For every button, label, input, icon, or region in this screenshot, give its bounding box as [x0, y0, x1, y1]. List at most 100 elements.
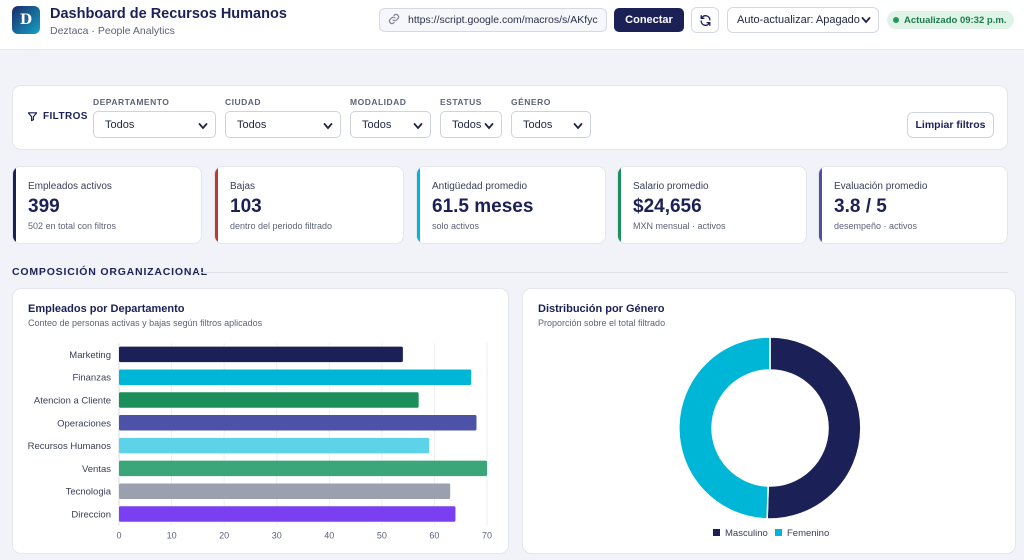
select-value: Todos — [362, 118, 392, 131]
kpi-accent-bar — [13, 167, 16, 243]
app-logo: D — [12, 6, 40, 34]
kpi-label: Empleados activos — [28, 181, 112, 192]
x-tick-label: 10 — [167, 530, 177, 540]
dept-chart-card: Empleados por Departamento Conteo de per… — [12, 288, 509, 554]
chevron-down-icon — [323, 123, 333, 130]
filter-modalidad: MODALIDAD Todos — [350, 97, 431, 138]
gender-chart-card: Distribución por Género Proporción sobre… — [522, 288, 1016, 554]
chevron-down-icon — [573, 123, 583, 130]
x-tick-label: 60 — [429, 530, 439, 540]
y-tick-label: Operaciones — [57, 418, 111, 429]
y-tick-label: Finanzas — [72, 373, 111, 384]
kpi-label: Salario promedio — [633, 181, 709, 192]
gender-donut-chart: Masculino Femenino — [678, 336, 862, 539]
genero-select[interactable]: Todos — [511, 111, 591, 138]
bar-finanzas — [119, 369, 472, 385]
refresh-icon — [700, 14, 710, 26]
section-divider — [198, 272, 1008, 273]
filter-ciudad: CIUDAD Todos — [225, 97, 341, 138]
auto-update-select[interactable]: Auto-actualizar: Apagado — [727, 7, 879, 33]
status-badge: Actualizado 09:32 p.m. — [887, 11, 1015, 29]
select-value: Todos — [237, 118, 267, 131]
bar-atencion-a-cliente — [119, 392, 419, 408]
filter-departamento: DEPARTAMENTO Todos — [93, 97, 216, 138]
y-tick-label: Ventas — [82, 464, 111, 475]
kpi-accent-bar — [819, 167, 822, 243]
modalidad-select[interactable]: Todos — [350, 111, 431, 138]
kpi-subtext: MXN mensual · activos — [633, 221, 726, 231]
refresh-button[interactable] — [691, 7, 719, 33]
kpi-accent-bar — [618, 167, 621, 243]
kpi-label: Antigüedad promedio — [432, 181, 528, 192]
x-tick-label: 40 — [324, 530, 334, 540]
y-tick-label: Atencion a Cliente — [34, 396, 111, 407]
kpi-subtext: 502 en total con filtros — [28, 221, 117, 231]
filter-icon — [27, 112, 38, 122]
kpi-value: 61.5 meses — [432, 196, 534, 217]
kpi-accent-bar — [215, 167, 218, 243]
kpi-subtext: dentro del periodo filtrado — [230, 221, 333, 231]
section-title: COMPOSICIÓN ORGANIZACIONAL — [12, 266, 208, 278]
chart-subtitle: Conteo de personas activas y bajas según… — [28, 318, 263, 328]
y-tick-label: Tecnologia — [66, 487, 112, 498]
x-tick-label: 20 — [219, 530, 229, 540]
kpi-card-evaluacion: Evaluación promedio 3.8 / 5 desempeño · … — [818, 166, 1008, 244]
bar-marketing — [119, 346, 403, 363]
ciudad-select[interactable]: Todos — [225, 111, 341, 138]
status-dot-icon — [893, 17, 899, 23]
connect-button[interactable]: Conectar — [614, 8, 684, 32]
filter-label: MODALIDAD — [350, 97, 407, 107]
kpi-card-salario: Salario promedio $24,656 MXN mensual · a… — [617, 166, 807, 244]
bar-tecnologia — [119, 483, 451, 499]
x-tick-label: 0 — [116, 530, 121, 540]
y-tick-label: Recursos Humanos — [28, 441, 112, 452]
kpi-value: $24,656 — [633, 196, 702, 217]
url-input[interactable] — [402, 14, 602, 26]
legend-swatch — [775, 529, 782, 536]
filter-estatus: ESTATUS Todos — [440, 97, 502, 138]
legend-label: Femenino — [787, 528, 829, 539]
kpi-subtext: desempeño · activos — [834, 221, 918, 231]
bar-ventas — [119, 460, 487, 477]
chevron-down-icon — [484, 123, 494, 130]
filter-label: ESTATUS — [440, 97, 482, 107]
departamento-select[interactable]: Todos — [93, 111, 216, 138]
filter-label: CIUDAD — [225, 97, 262, 107]
chevron-down-icon — [198, 123, 208, 130]
legend-swatch — [713, 529, 720, 536]
bar-direccion — [119, 506, 456, 522]
kpi-value: 399 — [28, 196, 60, 217]
y-tick-label: Marketing — [69, 350, 111, 361]
bar-recursos-humanos — [119, 437, 430, 454]
filter-genero: GÉNERO Todos — [511, 97, 591, 138]
dept-bar-chart: 0 10 20 30 40 50 60 70 Marketing Finanzas Atencion… — [28, 343, 492, 540]
chevron-down-icon — [861, 17, 871, 24]
x-tick-label: 70 — [482, 530, 492, 540]
x-tick-label: 50 — [377, 530, 387, 540]
kpi-label: Evaluación promedio — [834, 181, 928, 192]
kpi-value: 3.8 / 5 — [834, 196, 887, 217]
kpi-card-active: Empleados activos 399 502 en total con f… — [12, 166, 202, 244]
chevron-down-icon — [413, 123, 423, 130]
select-value: Todos — [523, 118, 553, 131]
slice-femenino — [678, 336, 771, 520]
filter-label: GÉNERO — [511, 97, 551, 107]
kpi-accent-bar — [417, 167, 420, 243]
status-badge-label: Actualizado 09:32 p.m. — [904, 14, 1007, 26]
url-field[interactable] — [379, 8, 607, 32]
clear-filters-button[interactable]: Limpiar filtros — [907, 112, 994, 138]
select-value: Todos — [452, 118, 482, 131]
app-title: Dashboard de Recursos Humanos — [50, 6, 287, 22]
slice-masculino — [766, 336, 862, 520]
filter-label: DEPARTAMENTO — [93, 97, 170, 107]
kpi-subtext: solo activos — [432, 221, 480, 231]
chart-subtitle: Proporción sobre el total filtrado — [538, 318, 666, 328]
kpi-value: 103 — [230, 196, 262, 217]
auto-update-value: Auto-actualizar: Apagado — [737, 14, 860, 26]
kpi-label: Bajas — [230, 181, 256, 192]
estatus-select[interactable]: Todos — [440, 111, 502, 138]
app-subtitle: Deztaca · People Analytics — [50, 25, 175, 37]
select-value: Todos — [105, 118, 135, 131]
chart-title: Distribución por Género — [538, 303, 665, 315]
chart-title: Empleados por Departamento — [28, 303, 185, 315]
